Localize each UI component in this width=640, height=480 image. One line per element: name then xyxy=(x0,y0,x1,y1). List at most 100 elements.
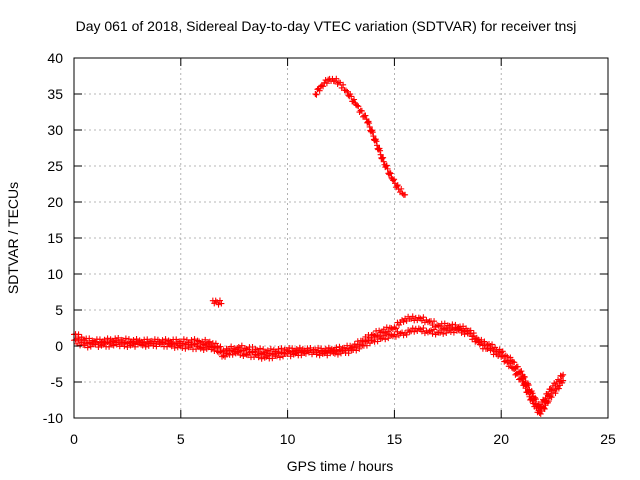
data-point-band-b xyxy=(209,344,216,351)
data-point-band-b xyxy=(333,347,340,354)
data-point-band-b xyxy=(179,345,186,352)
data-point-band-b xyxy=(322,348,329,355)
data-point-band-b xyxy=(541,405,548,412)
data-point-band-b xyxy=(212,345,219,352)
data-point-band-a xyxy=(400,318,407,325)
data-point-band-b xyxy=(298,352,305,359)
data-point-band-b xyxy=(420,325,427,332)
chart-title: Day 061 of 2018, Sidereal Day-to-day VTE… xyxy=(76,18,577,34)
data-point-band-b xyxy=(504,359,511,366)
data-point-band-b xyxy=(469,336,476,343)
data-point-arc-high xyxy=(316,87,323,94)
data-point-band-b xyxy=(331,350,338,357)
data-point-arc-high xyxy=(399,190,406,197)
data-point-arc-high xyxy=(333,75,340,82)
data-point-band-a xyxy=(431,318,438,325)
data-point-cluster xyxy=(216,297,223,304)
data-point-band-b xyxy=(258,355,265,362)
data-point-arc-high xyxy=(362,112,369,119)
data-point-band-b xyxy=(545,398,552,405)
y-tick-label: -5 xyxy=(51,374,64,390)
data-point-band-a xyxy=(257,345,264,352)
y-tick-label: 5 xyxy=(55,302,63,318)
data-point-band-b xyxy=(269,355,276,362)
data-point-band-b xyxy=(440,330,447,337)
data-point-band-b xyxy=(229,351,236,358)
data-point-band-a xyxy=(249,343,256,350)
data-point-band-b xyxy=(307,347,314,354)
data-point-arc-high xyxy=(384,165,391,172)
data-point-band-b xyxy=(518,375,525,382)
series-cluster xyxy=(209,297,225,308)
data-point-band-b xyxy=(139,342,146,349)
data-point-band-b xyxy=(467,330,474,337)
data-point-band-b xyxy=(511,365,518,372)
data-point-band-b xyxy=(278,349,285,356)
data-point-band-b xyxy=(383,331,390,338)
data-point-band-b xyxy=(507,360,514,367)
data-point-band-b xyxy=(450,329,457,336)
data-point-band-a xyxy=(529,390,536,397)
y-tick-label: 20 xyxy=(47,194,63,210)
data-point-band-b xyxy=(438,326,445,333)
series-band-b xyxy=(71,324,567,417)
data-point-band-b xyxy=(106,343,113,350)
data-point-band-b xyxy=(182,345,189,352)
data-point-cluster xyxy=(211,300,218,307)
data-point-band-b xyxy=(380,332,387,339)
x-tick-label: 5 xyxy=(177,431,185,447)
data-point-band-b xyxy=(551,387,558,394)
data-series xyxy=(71,75,567,417)
series-arc-high xyxy=(312,75,409,198)
data-point-band-a xyxy=(551,380,558,387)
data-point-band-b xyxy=(429,330,436,337)
data-point-band-b xyxy=(441,325,448,332)
data-point-band-b xyxy=(481,342,488,349)
grid-lines xyxy=(74,58,608,418)
data-point-arc-high xyxy=(380,158,387,165)
data-point-arc-high xyxy=(374,142,381,149)
series-band-a xyxy=(71,313,567,411)
data-point-band-b xyxy=(411,328,418,335)
data-point-band-a xyxy=(260,346,267,353)
data-point-band-b xyxy=(356,345,363,352)
data-point-band-b xyxy=(521,381,528,388)
x-tick-label: 15 xyxy=(387,431,403,447)
data-point-band-b xyxy=(548,394,555,401)
data-point-band-b xyxy=(336,346,343,353)
data-point-band-b xyxy=(552,390,559,397)
data-point-band-b xyxy=(75,336,82,343)
x-tick-label: 20 xyxy=(493,431,509,447)
data-point-arc-high xyxy=(318,82,325,89)
data-point-band-b xyxy=(237,352,244,359)
data-point-band-b xyxy=(162,338,169,345)
data-point-band-b xyxy=(374,338,381,345)
data-point-band-a xyxy=(75,331,82,338)
data-point-band-b xyxy=(275,350,282,357)
y-tick-label: 15 xyxy=(47,230,63,246)
data-point-band-a xyxy=(514,363,521,370)
data-point-band-b xyxy=(130,340,137,347)
data-point-arc-high xyxy=(366,120,373,127)
data-point-arc-high xyxy=(386,169,393,176)
data-point-band-b xyxy=(560,377,567,384)
data-point-band-b xyxy=(260,351,267,358)
data-point-arc-high xyxy=(312,91,319,97)
data-point-band-a xyxy=(547,386,554,393)
data-point-arc-high xyxy=(364,118,371,125)
data-point-band-b xyxy=(478,340,485,347)
data-point-band-a xyxy=(202,336,209,343)
x-tick-label: 25 xyxy=(600,431,616,447)
data-point-band-b xyxy=(313,351,320,358)
data-point-band-b xyxy=(470,332,477,339)
data-point-band-b xyxy=(363,342,370,349)
data-point-arc-high xyxy=(358,107,365,114)
data-point-band-b xyxy=(95,344,102,351)
data-point-cluster xyxy=(218,300,225,307)
data-point-arc-high xyxy=(377,147,384,154)
data-point-band-b xyxy=(249,349,256,356)
data-point-band-b xyxy=(502,357,509,364)
x-tick-label: 0 xyxy=(70,431,78,447)
data-point-band-b xyxy=(324,352,331,359)
data-point-band-b xyxy=(499,352,506,359)
